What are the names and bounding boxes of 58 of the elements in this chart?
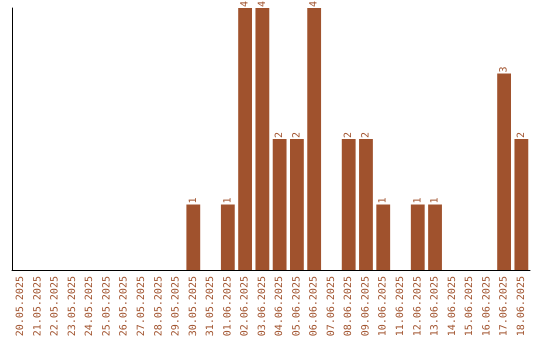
x-tick-label: 28.05.2025	[153, 276, 164, 336]
data-label: 2	[274, 132, 286, 138]
x-tick-label: 23.05.2025	[66, 276, 78, 336]
bar	[514, 139, 528, 270]
x-tick-label: 04.06.2025	[274, 276, 286, 336]
x-tick-label: 12.06.2025	[412, 276, 424, 336]
data-label: 2	[291, 132, 302, 138]
x-tick-label: 15.06.2025	[464, 276, 476, 336]
bar	[410, 204, 425, 270]
x-tick-label: 14.06.2025	[446, 276, 458, 336]
x-tick-label: 25.05.2025	[101, 276, 112, 336]
x-tick-label: 09.06.2025	[360, 276, 372, 336]
x-tick-label: 01.06.2025	[222, 276, 234, 336]
x-tick-label: 05.06.2025	[291, 276, 302, 336]
bar	[342, 139, 356, 270]
x-tick-label: 18.06.2025	[516, 276, 527, 336]
x-tick-label: 30.05.2025	[188, 276, 199, 336]
x-tick-label: 27.05.2025	[136, 276, 147, 336]
data-label: 4	[308, 0, 320, 7]
data-label: 2	[343, 132, 354, 138]
x-tick-label: 31.05.2025	[205, 276, 216, 336]
bar	[290, 139, 304, 270]
data-label: 1	[222, 197, 234, 204]
bar	[186, 204, 200, 270]
bar	[238, 8, 252, 270]
data-label: 1	[188, 197, 199, 204]
x-tick-label: 16.06.2025	[481, 276, 492, 336]
x-tick-label: 29.05.2025	[170, 276, 182, 336]
bar	[220, 204, 235, 270]
x-tick-label: 08.06.2025	[343, 276, 354, 336]
data-label: 4	[256, 0, 268, 7]
data-label: 3	[498, 66, 510, 72]
x-tick-label: 02.06.2025	[240, 276, 251, 336]
data-label: 1	[378, 197, 389, 204]
data-label: 1	[412, 197, 424, 204]
data-label: 4	[240, 0, 251, 7]
bar	[497, 74, 512, 270]
x-tick-label: 03.06.2025	[256, 276, 268, 336]
x-tick-label: 06.06.2025	[308, 276, 320, 336]
x-tick-label: 22.05.2025	[50, 276, 61, 336]
data-label: 1	[430, 197, 441, 204]
x-tick-label: 10.06.2025	[378, 276, 389, 336]
bar	[428, 204, 442, 270]
bar	[255, 8, 270, 270]
x-tick-label: 26.05.2025	[118, 276, 130, 336]
x-tick-label: 17.06.2025	[498, 276, 510, 336]
x-tick-label: 24.05.2025	[84, 276, 96, 336]
bar	[376, 204, 390, 270]
data-label: 2	[360, 132, 372, 138]
bar	[307, 8, 322, 270]
x-tick-label: 20.05.2025	[15, 276, 26, 336]
x-tick-label: 07.06.2025	[326, 276, 337, 336]
x-tick-label: 21.05.2025	[32, 276, 44, 336]
data-label: 2	[516, 132, 527, 138]
x-tick-label: 13.06.2025	[430, 276, 441, 336]
bar	[359, 139, 373, 270]
bar	[272, 139, 287, 270]
x-tick-label: 11.06.2025	[395, 276, 406, 336]
